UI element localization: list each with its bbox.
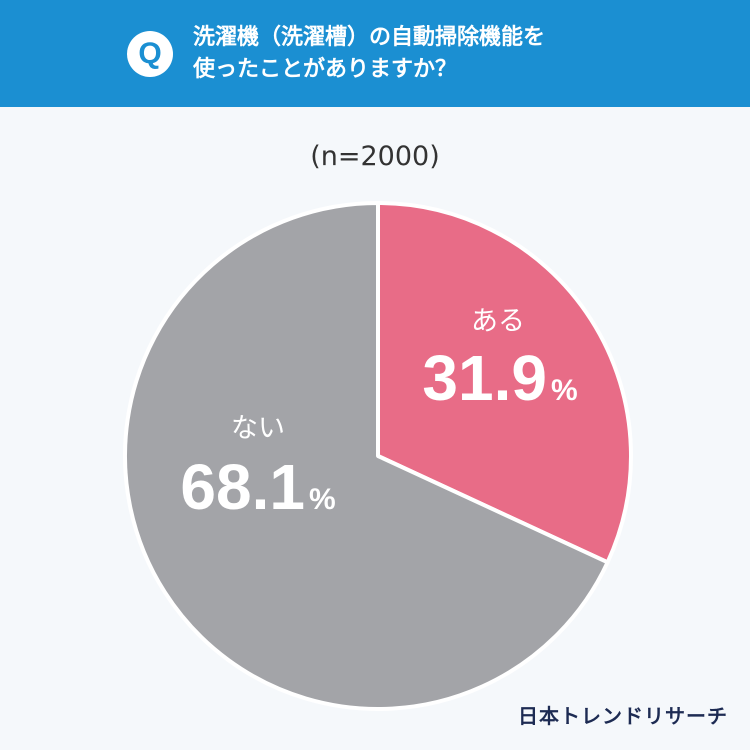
slice-value-number: 68.1 xyxy=(180,451,305,523)
slice-label: ない xyxy=(231,413,285,444)
question-line-1: 洗濯機（洗濯槽）の自動掃除機能を xyxy=(193,25,546,50)
question-text: 洗濯機（洗濯槽）の自動掃除機能を 使ったことがありますか？ xyxy=(193,22,713,86)
question-line-2: 使ったことがありますか？ xyxy=(193,57,458,82)
sample-size-label: (n=2000) xyxy=(310,141,440,172)
slice-value-label: 68.1% xyxy=(180,451,335,523)
brand-logo-text: 日本トレンドリサーチ xyxy=(518,704,728,728)
slice-value-label: 31.9% xyxy=(422,342,577,414)
question-badge: Q xyxy=(127,31,173,77)
question-banner: Q 洗濯機（洗濯槽）の自動掃除機能を 使ったことがありますか？ xyxy=(0,0,750,107)
slice-value-unit: % xyxy=(551,374,578,407)
pie-slice-no xyxy=(122,201,610,711)
slice-label: ある xyxy=(471,306,525,337)
slice-value-number: 31.9 xyxy=(422,342,547,414)
pie-slice-yes xyxy=(376,201,633,565)
slice-value-unit: % xyxy=(309,483,336,516)
